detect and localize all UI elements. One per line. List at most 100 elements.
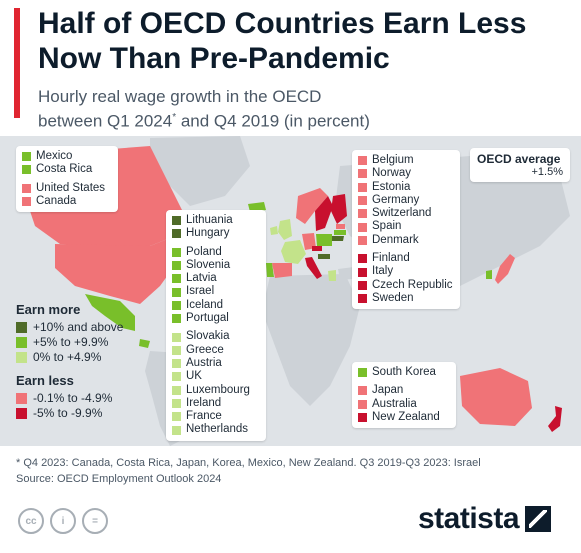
czech-republic-shape xyxy=(312,246,322,251)
country-label: Denmark xyxy=(372,233,419,246)
list-item: South Korea xyxy=(358,366,450,379)
france-shape xyxy=(281,240,306,264)
license-icons: cc i = xyxy=(18,508,108,534)
color-swatch xyxy=(358,280,367,290)
color-swatch xyxy=(172,247,181,257)
list-item: Iceland xyxy=(172,299,260,312)
subtitle-footnote-mark: * xyxy=(172,112,177,123)
color-swatch xyxy=(358,156,367,166)
attribution-icon[interactable]: i xyxy=(50,508,76,534)
country-label: Costa Rica xyxy=(36,163,93,176)
country-label: Lithuania xyxy=(186,214,233,226)
costa-rica-shape xyxy=(139,339,150,348)
list-item: Germany xyxy=(358,194,454,207)
country-label: Greece xyxy=(186,343,224,356)
list-item: Estonia xyxy=(358,181,454,194)
color-swatch xyxy=(172,287,181,297)
earn-more-heading: Earn more xyxy=(16,302,81,317)
color-swatch xyxy=(172,332,181,342)
color-swatch xyxy=(172,359,181,369)
estonia-shape xyxy=(336,224,345,229)
list-item: Mexico xyxy=(22,150,112,163)
list-item: Belgium xyxy=(358,154,454,167)
color-swatch xyxy=(172,300,181,310)
country-label: Iceland xyxy=(186,298,224,311)
list-item: UK xyxy=(172,370,260,383)
cc-icon[interactable]: cc xyxy=(18,508,44,534)
list-item: Greece xyxy=(172,344,260,357)
color-swatch xyxy=(358,294,367,304)
color-swatch xyxy=(172,345,181,355)
list-item: Lithuania xyxy=(172,214,260,227)
country-label: Portugal xyxy=(186,312,229,325)
country-label: Japan xyxy=(372,384,404,397)
iceland-shape xyxy=(248,202,266,212)
country-label: Switzerland xyxy=(372,207,432,220)
ireland-shape xyxy=(270,226,278,235)
list-item: Norway xyxy=(358,167,454,180)
south-korea-shape xyxy=(486,270,492,279)
country-label: Belgium xyxy=(372,154,414,166)
no-derivatives-icon[interactable]: = xyxy=(82,508,108,534)
country-label: South Korea xyxy=(372,366,436,378)
scale-item: -5% to -9.9% xyxy=(16,406,156,421)
color-swatch xyxy=(172,261,181,271)
list-item: Slovakia xyxy=(172,330,260,343)
footnote-block: * Q4 2023: Canada, Costa Rica, Japan, Ko… xyxy=(16,455,576,487)
statista-logo[interactable]: statista xyxy=(418,502,552,536)
list-item: Costa Rica xyxy=(22,163,112,176)
color-swatch xyxy=(358,196,367,206)
list-item: Czech Republic xyxy=(358,279,454,292)
list-item: Canada xyxy=(22,195,112,208)
list-item: Portugal xyxy=(172,312,260,325)
country-label: Mexico xyxy=(36,150,73,162)
color-swatch xyxy=(358,235,367,245)
country-label: Norway xyxy=(372,167,411,180)
list-item: New Zealand xyxy=(358,411,450,424)
greenland-shape xyxy=(150,136,250,206)
new-zealand-shape xyxy=(548,406,562,432)
list-item: Latvia xyxy=(172,272,260,285)
italy-shape xyxy=(305,257,322,279)
list-item: Israel xyxy=(172,285,260,298)
oecd-average-label: OECD average xyxy=(477,152,561,166)
oecd-average-box: OECD average +1.5% xyxy=(470,148,570,182)
list-item: Netherlands xyxy=(172,423,260,436)
footnote: * Q4 2023: Canada, Costa Rica, Japan, Ko… xyxy=(16,457,481,469)
list-item: Hungary xyxy=(172,227,260,240)
page-title: Half of OECD Countries Earn Less Now Tha… xyxy=(38,7,527,75)
country-label: Germany xyxy=(372,193,420,206)
country-label: France xyxy=(186,410,222,423)
country-label: Netherlands xyxy=(186,423,249,436)
uk-shape xyxy=(278,219,292,240)
color-swatch xyxy=(16,337,27,348)
color-swatch xyxy=(358,386,367,396)
color-swatch xyxy=(358,254,367,264)
color-swatch xyxy=(16,408,27,419)
country-label: Poland xyxy=(186,245,222,258)
list-item: Denmark xyxy=(358,234,454,247)
color-swatch xyxy=(172,412,181,422)
color-swatch xyxy=(358,267,367,277)
country-label: Ireland xyxy=(186,396,222,409)
americas-legend: Mexico Costa Rica United States Canada xyxy=(16,146,118,213)
list-item: Luxembourg xyxy=(172,384,260,397)
spain-shape xyxy=(272,263,292,278)
country-label: Czech Republic xyxy=(372,278,453,291)
source-line: Source: OECD Employment Outlook 2024 xyxy=(16,473,222,485)
list-item: Sweden xyxy=(358,292,454,305)
hungary-shape xyxy=(318,254,330,259)
scale-label: -0.1% to -4.9% xyxy=(33,391,113,405)
subtitle-line-2a: between Q1 2024 xyxy=(38,111,173,131)
color-swatch xyxy=(172,399,181,408)
mexico-shape xyxy=(85,294,135,331)
earn-less-heading: Earn less xyxy=(16,373,74,388)
asia-pacific-legend: South Korea Japan Australia New Zealand xyxy=(352,362,456,429)
color-swatch xyxy=(172,314,181,324)
country-label: Estonia xyxy=(372,180,411,193)
color-swatch xyxy=(16,322,27,333)
color-swatch xyxy=(172,385,181,395)
list-item: Austria xyxy=(172,357,260,370)
oecd-average-value: +1.5% xyxy=(531,166,564,178)
